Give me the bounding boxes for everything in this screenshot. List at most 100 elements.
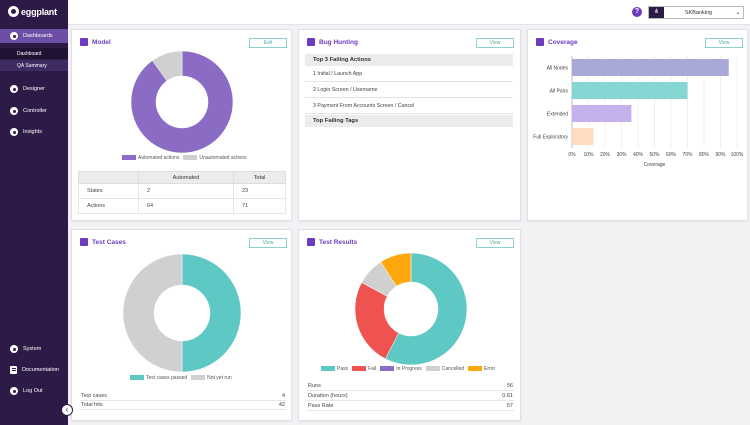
donut-slice-not-yet-run[interactable] bbox=[122, 253, 183, 373]
donut-slice-fail[interactable] bbox=[354, 282, 399, 360]
test-cases-card: Test Cases View Test cases passed Not ye… bbox=[71, 229, 292, 421]
table-cell: States bbox=[78, 183, 139, 199]
sidebar-subitem-qa-summary[interactable]: QA Summary bbox=[0, 60, 68, 71]
coverage-tick-label: 10% bbox=[583, 152, 594, 158]
designer-icon bbox=[10, 85, 18, 93]
layers-icon bbox=[536, 38, 544, 46]
test-cases-donut-chart bbox=[122, 253, 242, 373]
stat-row: Total hits 42 bbox=[80, 402, 286, 410]
sidebar-item-label: System bbox=[23, 346, 42, 352]
coverage-tick-label: 30% bbox=[616, 152, 627, 158]
legend-item-fail: Fail bbox=[352, 366, 376, 372]
logout-icon bbox=[10, 387, 18, 395]
card-title: Model bbox=[80, 38, 111, 46]
help-icon[interactable]: ? bbox=[632, 7, 642, 17]
table-icon bbox=[307, 238, 315, 246]
table-cell: 23 bbox=[232, 183, 287, 199]
coverage-category-label: All Pairs bbox=[550, 89, 569, 95]
list-item[interactable]: 3 Payment From Accounts Screen / Cancel bbox=[305, 99, 513, 114]
eggplant-logo[interactable]: eggplant bbox=[8, 6, 57, 17]
test-results-donut-chart bbox=[354, 252, 468, 366]
coverage-view-button[interactable]: View bbox=[705, 38, 743, 48]
legend-item-in-progress: In Progress bbox=[380, 366, 422, 372]
sitemap-icon: ⋔ bbox=[649, 7, 664, 18]
table-row: States 2 23 bbox=[78, 183, 287, 199]
table-header: Total bbox=[232, 171, 287, 184]
coverage-tick-label: 60% bbox=[666, 152, 677, 158]
sidebar-item-log-out[interactable]: Log Out bbox=[0, 384, 68, 398]
sidebar-subitem-label: Dashboard bbox=[17, 50, 42, 57]
table-cell: Actions bbox=[78, 198, 139, 214]
sidebar-item-label: Controller bbox=[23, 108, 47, 114]
coverage-category-label: Full Exploratory bbox=[533, 135, 568, 141]
sidebar-subitem-dashboard[interactable]: Dashboard bbox=[0, 48, 68, 59]
coverage-tick-label: 50% bbox=[649, 152, 660, 158]
coverage-category-label: Extended bbox=[547, 112, 568, 118]
sidebar-item-dashboards[interactable]: Dashboards bbox=[0, 29, 68, 43]
model-table: Automated Total States 2 23 Actions 64 7… bbox=[78, 171, 287, 214]
table-icon bbox=[80, 238, 88, 246]
collapse-sidebar-button[interactable]: ‹ bbox=[61, 404, 73, 416]
sidebar-subitem-label: QA Summary bbox=[17, 62, 47, 69]
test-cases-legend: Test cases passed Not yet run bbox=[130, 375, 232, 381]
test-results-legend: Pass Fail In Progress Cancelled Error bbox=[321, 366, 495, 372]
model-edit-button[interactable]: Edit bbox=[249, 38, 287, 48]
list-item[interactable]: 2 Login Screen / Username bbox=[305, 83, 513, 98]
donut-slice-pass[interactable] bbox=[385, 252, 468, 366]
test-results-title: Test Results bbox=[319, 238, 358, 246]
top-bar: ? ⋔ SKBanking ⌄ bbox=[68, 0, 750, 25]
sidebar-item-controller[interactable]: Controller bbox=[0, 104, 68, 118]
legend-item-error: Error bbox=[468, 366, 495, 372]
legend-item-not-yet-run: Not yet run bbox=[191, 375, 232, 381]
coverage-tick-label: 20% bbox=[600, 152, 611, 158]
coverage-bar-extended[interactable] bbox=[572, 105, 632, 122]
insights-icon bbox=[10, 128, 18, 136]
sidebar-item-label: Designer bbox=[23, 86, 46, 92]
table-header bbox=[78, 171, 139, 184]
coverage-bar-chart: 0% 10% 20% 30% 40% 50% 60% 70% 80% 90% 100% All Nod… bbox=[533, 56, 744, 168]
bug-hunting-view-button[interactable]: View bbox=[476, 38, 514, 48]
test-results-view-button[interactable]: View bbox=[476, 238, 514, 248]
sidebar-item-insights[interactable]: Insights bbox=[0, 125, 68, 139]
donut-slice-test-cases-passed[interactable] bbox=[181, 253, 242, 373]
model-donut-chart bbox=[130, 50, 234, 154]
logo-text: eggplant bbox=[21, 6, 57, 17]
sidebar-item-designer[interactable]: Designer bbox=[0, 82, 68, 96]
controller-icon bbox=[10, 107, 18, 115]
model-title: Model bbox=[92, 38, 111, 46]
donut-slice-automated-actions[interactable] bbox=[130, 50, 234, 154]
coverage-x-axis-label: Coverage bbox=[644, 162, 666, 168]
test-cases-view-button[interactable]: View bbox=[249, 238, 287, 248]
sidebar-item-system[interactable]: System bbox=[0, 342, 68, 356]
sidebar-item-documentation[interactable]: Documentation bbox=[0, 363, 68, 377]
coverage-tick-label: 40% bbox=[633, 152, 644, 158]
chevron-down-icon: ⌄ bbox=[735, 10, 741, 16]
donut-slice-unautomated-actions[interactable] bbox=[152, 50, 183, 82]
donut-slice-error[interactable] bbox=[380, 252, 412, 287]
legend-item-automated: Automated actions bbox=[122, 155, 179, 161]
system-icon bbox=[10, 345, 18, 353]
coverage-bar-full-exploratory[interactable] bbox=[572, 128, 594, 145]
sitemap-icon bbox=[80, 38, 88, 46]
stat-row: Test cases 4 bbox=[80, 393, 286, 401]
coverage-tick-label: 100% bbox=[731, 152, 744, 158]
legend-item-cancelled: Cancelled bbox=[425, 366, 464, 372]
bug-hunting-card: Bug Hunting View Top 3 Failing Actions 1… bbox=[298, 29, 521, 221]
dashboard-icon bbox=[10, 32, 18, 40]
table-row: Actions 64 71 bbox=[78, 198, 287, 214]
coverage-bar-all-pairs[interactable] bbox=[572, 82, 688, 99]
sidebar-item-label: Dashboards bbox=[23, 33, 53, 39]
stat-row: Pass Rate 57 bbox=[307, 403, 514, 411]
legend-item-unautomated: Unautomated actions bbox=[183, 155, 247, 161]
application-select[interactable]: ⋔ SKBanking ⌄ bbox=[648, 6, 744, 19]
model-legend: Automated actions Unautomated actions bbox=[122, 155, 247, 161]
table-cell: 64 bbox=[138, 198, 234, 214]
coverage-tick-label: 90% bbox=[715, 152, 726, 158]
model-card: Model Edit Automated actions Unautomated… bbox=[71, 29, 292, 221]
coverage-bar-all-nodes[interactable] bbox=[572, 59, 729, 76]
list-item[interactable]: 1 Initial / Launch App bbox=[305, 67, 513, 82]
coverage-tick-label: 70% bbox=[682, 152, 693, 158]
sidebar-item-label: Log Out bbox=[23, 388, 43, 394]
table-header: Automated bbox=[138, 171, 234, 184]
coverage-tick-label: 80% bbox=[699, 152, 710, 158]
